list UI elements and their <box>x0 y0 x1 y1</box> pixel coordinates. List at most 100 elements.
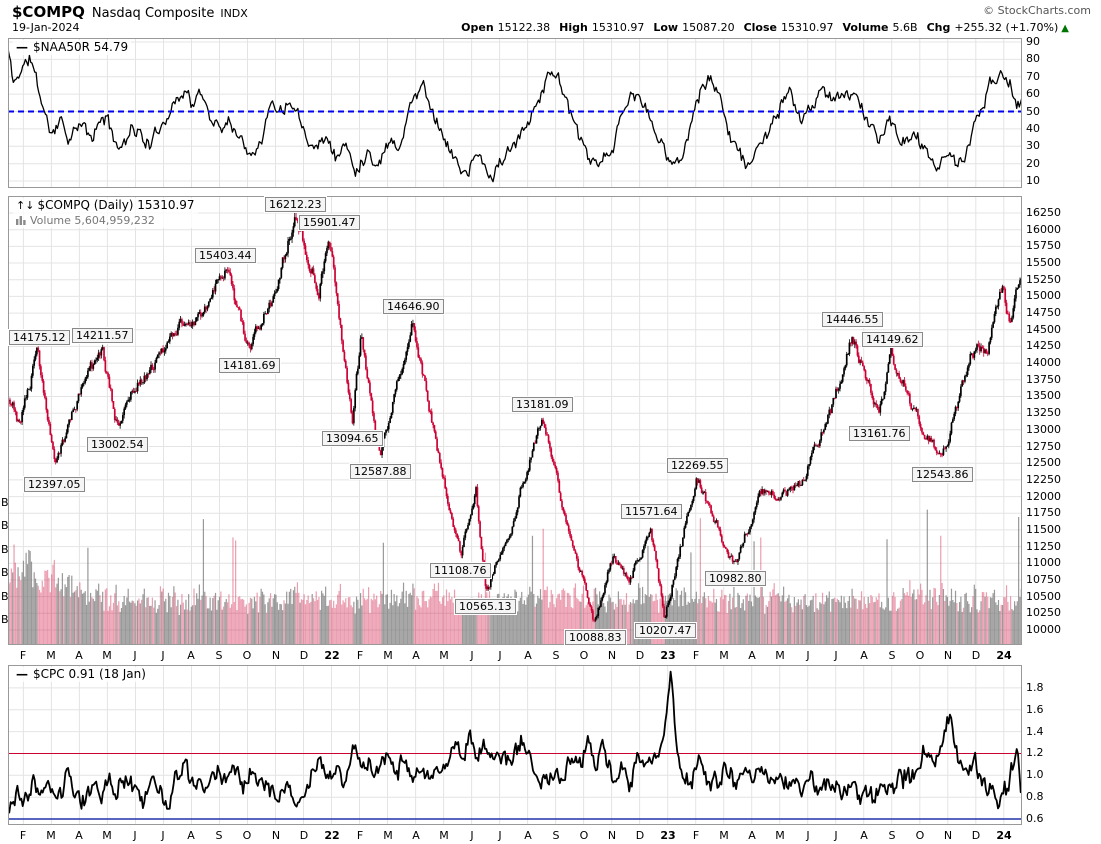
x-tick-label: F <box>19 649 27 662</box>
x-tick-label: S <box>215 649 223 662</box>
cpc-y-axis: 1.8 1.6 1.4 1.2 1.0 0.8 0.6 <box>1026 665 1096 825</box>
x-tick-label: F <box>356 829 364 842</box>
x-tick-label: M <box>775 829 785 842</box>
x-tick-label: A <box>75 649 83 662</box>
x-tick-label: J <box>806 649 810 662</box>
x-tick-label: M <box>102 829 112 842</box>
y-tick-label: 11250 <box>1026 540 1061 553</box>
price-annotation: 12397.05 <box>24 477 85 492</box>
x-tick-label: M <box>439 649 449 662</box>
compq-legend: ↑↓ $COMPQ (Daily) 15310.97 Volume 5,604,9… <box>13 198 198 228</box>
price-annotation: 14446.55 <box>822 312 883 327</box>
line-swatch-icon: — <box>16 40 28 54</box>
x-tick-label: F <box>19 829 27 842</box>
price-annotation: 11108.76 <box>430 563 491 578</box>
y-tick-label: 15750 <box>1026 239 1061 252</box>
x-tick-label: 23 <box>660 649 676 662</box>
cpc-plot <box>8 665 1022 825</box>
x-tick-label: 24 <box>996 829 1012 842</box>
x-tick-label: A <box>187 649 195 662</box>
copyright-label: © StockCharts.com <box>983 4 1091 17</box>
close-label: Close <box>743 21 778 34</box>
y-tick-label: 13000 <box>1026 423 1061 436</box>
x-tick-label: J <box>834 649 838 662</box>
x-tick-label: S <box>552 829 560 842</box>
y-tick-label: 13250 <box>1026 406 1061 419</box>
x-tick-label: S <box>552 649 560 662</box>
naa50r-legend-text: $NAA50R 54.79 <box>33 40 129 54</box>
y-tick-label: 10750 <box>1026 573 1061 586</box>
x-tick-label: D <box>635 829 645 842</box>
y-tick-label: 12000 <box>1026 490 1061 503</box>
cpc-panel: — $CPC 0.91 (18 Jan) <box>8 665 1022 825</box>
y-tick-label: 1.8 <box>1026 681 1044 694</box>
price-annotation: 12587.88 <box>350 464 411 479</box>
price-annotation: 14149.62 <box>862 332 923 347</box>
x-tick-label: M <box>102 649 112 662</box>
price-annotation: 12543.86 <box>912 467 973 482</box>
y-tick-label: 20 <box>1026 157 1040 170</box>
volume-label: Volume <box>842 21 889 34</box>
price-annotation: 13161.76 <box>849 426 910 441</box>
price-annotation: 11571.64 <box>621 504 682 519</box>
volume-legend-row: Volume 5,604,959,232 <box>16 213 195 228</box>
y-tick-label: 10250 <box>1026 606 1061 619</box>
x-tick-label: O <box>915 649 925 662</box>
y-tick-label: 1.0 <box>1026 768 1044 781</box>
price-annotation: 15901.47 <box>299 215 360 230</box>
x-tick-label: J <box>470 649 474 662</box>
volume-tick-label: B <box>1 613 9 626</box>
x-tick-label: A <box>748 649 756 662</box>
x-tick-label: 22 <box>324 649 340 662</box>
price-annotation: 14646.90 <box>383 299 444 314</box>
y-tick-label: 70 <box>1026 70 1040 83</box>
low-value: 15087.20 <box>682 21 735 34</box>
x-tick-label: J <box>133 829 137 842</box>
y-tick-label: 15500 <box>1026 256 1061 269</box>
naa50r-plot <box>8 38 1022 188</box>
x-tick-label: D <box>299 829 309 842</box>
x-tick-label: A <box>412 829 420 842</box>
x-tick-label: M <box>383 829 393 842</box>
x-tick-label: F <box>356 649 364 662</box>
y-tick-label: 10000 <box>1026 623 1061 636</box>
price-annotation: 14211.57 <box>72 328 133 343</box>
y-tick-label: 80 <box>1026 52 1040 65</box>
y-tick-label: 11500 <box>1026 523 1061 536</box>
x-tick-label: J <box>161 829 165 842</box>
x-tick-label: A <box>524 649 532 662</box>
x-tick-label: J <box>498 829 502 842</box>
x-tick-label: O <box>242 829 252 842</box>
compq-legend-text: $COMPQ (Daily) 15310.97 <box>37 198 195 212</box>
y-tick-label: 0.8 <box>1026 790 1044 803</box>
price-annotation: 14175.12 <box>9 330 70 345</box>
x-tick-label: J <box>133 649 137 662</box>
quote-summary: Open 15122.38 High 15310.97 Low 15087.20 Close… <box>461 21 1069 34</box>
x-tick-label: N <box>943 829 953 842</box>
open-label: Open <box>461 21 494 34</box>
x-tick-label: O <box>579 829 589 842</box>
x-tick-label: M <box>46 649 56 662</box>
x-tick-label: 23 <box>660 829 676 842</box>
y-tick-label: 11000 <box>1026 556 1061 569</box>
line-swatch-icon: — <box>16 667 28 681</box>
x-tick-label: A <box>187 829 195 842</box>
x-tick-label: D <box>635 649 645 662</box>
x-tick-label: A <box>412 649 420 662</box>
price-annotation: 13181.09 <box>512 397 573 412</box>
price-annotation: 10207.47 <box>635 623 696 638</box>
x-tick-label: O <box>915 829 925 842</box>
symbol-label: $COMPQ <box>12 3 85 21</box>
y-tick-label: 12750 <box>1026 440 1061 453</box>
symbol-name: Nasdaq Composite <box>91 6 215 21</box>
x-tick-label: O <box>242 649 252 662</box>
y-tick-label: 13750 <box>1026 373 1061 386</box>
x-tick-label: N <box>607 649 617 662</box>
high-value: 15310.97 <box>591 21 645 34</box>
chg-label: Chg <box>926 21 951 34</box>
compq-y-axis: 16250 16000 15750 15500 15250 15000 14750 14500… <box>1026 196 1096 645</box>
chg-value: +255.32 (+1.70%) <box>954 21 1059 34</box>
y-tick-label: 10500 <box>1026 590 1061 603</box>
